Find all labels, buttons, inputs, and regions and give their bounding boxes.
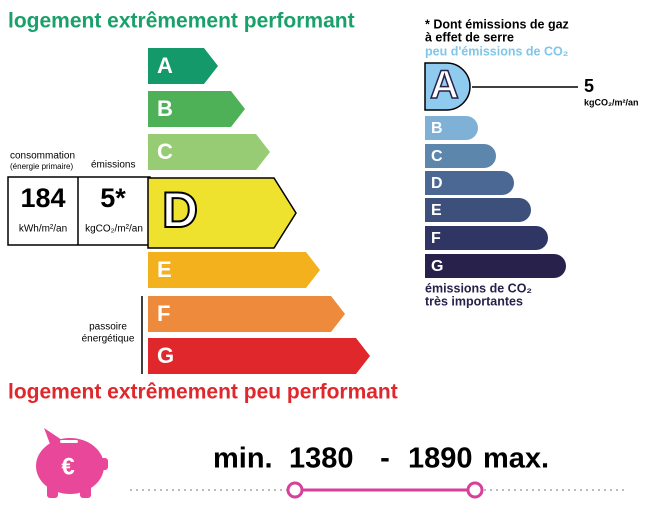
value-box: [7, 176, 151, 246]
energy-class-letter: B: [157, 96, 173, 121]
energy-class-bar: [148, 48, 218, 84]
climate-class-bar: [425, 144, 496, 168]
min-label: min.: [213, 443, 273, 475]
climate-class-bar: [424, 62, 471, 111]
max-value: 1890: [408, 443, 473, 475]
energy-class-bar: [148, 296, 345, 332]
climate-value: 5: [584, 76, 594, 96]
climate-note: à effet de serre: [425, 30, 514, 44]
energy-class-letter: G: [157, 343, 174, 368]
euro-symbol: €: [61, 453, 74, 480]
bottom-label: logement extrêmement peu performant: [8, 381, 398, 404]
separator: -: [380, 443, 390, 475]
consumption-value: 184: [20, 183, 65, 213]
top-label: logement extrêmement performant: [8, 10, 355, 33]
poor-label: énergétique: [82, 334, 135, 345]
emissions-unit: kgCO₂/m²/an: [85, 224, 143, 235]
climate-class-bar: [425, 116, 478, 140]
climate-bottom-label: émissions de CO₂: [425, 281, 532, 295]
emissions-value: 5*: [100, 183, 126, 213]
energy-class-letter: D: [162, 182, 198, 238]
climate-class-letter: F: [431, 230, 441, 247]
climate-class-letter: A: [430, 63, 459, 107]
climate-class-letter: C: [431, 148, 443, 165]
energy-class-bar: [148, 134, 270, 170]
energy-class-bar: [147, 177, 297, 249]
consumption-label: consommation: [10, 151, 75, 162]
consumption-unit: kWh/m²/an: [19, 224, 67, 235]
climate-top-label: peu d'émissions de CO₂: [425, 44, 568, 58]
climate-class-letter: B: [431, 120, 443, 137]
climate-class-letter: D: [431, 175, 443, 192]
climate-unit: kgCO₂/m²/an: [584, 97, 639, 107]
consumption-sublabel: (énergie primaire): [10, 162, 73, 171]
energy-class-bar: [148, 252, 320, 288]
energy-class-letter: A: [157, 53, 173, 78]
range-min-handle: [286, 481, 304, 499]
energy-class-bar: [148, 91, 245, 127]
climate-class-bar: [425, 254, 566, 278]
climate-class-bar: [425, 226, 548, 250]
emissions-label: émissions: [91, 160, 135, 171]
energy-class-letter: C: [157, 139, 173, 164]
piggy-icon: €: [36, 428, 108, 498]
climate-bottom-label: très importantes: [425, 294, 523, 308]
climate-class-bar: [425, 198, 531, 222]
climate-class-letter: E: [431, 202, 442, 219]
energy-class-bar: [148, 338, 370, 374]
climate-note: * Dont émissions de gaz: [425, 17, 569, 31]
min-value: 1380: [289, 443, 354, 475]
energy-class-letter: E: [157, 257, 172, 282]
climate-class-bar: [425, 171, 514, 195]
max-label: max.: [483, 443, 549, 475]
energy-class-letter: F: [157, 301, 170, 326]
range-max-handle: [466, 481, 484, 499]
poor-label: passoire: [89, 322, 127, 333]
climate-class-letter: G: [431, 258, 443, 275]
